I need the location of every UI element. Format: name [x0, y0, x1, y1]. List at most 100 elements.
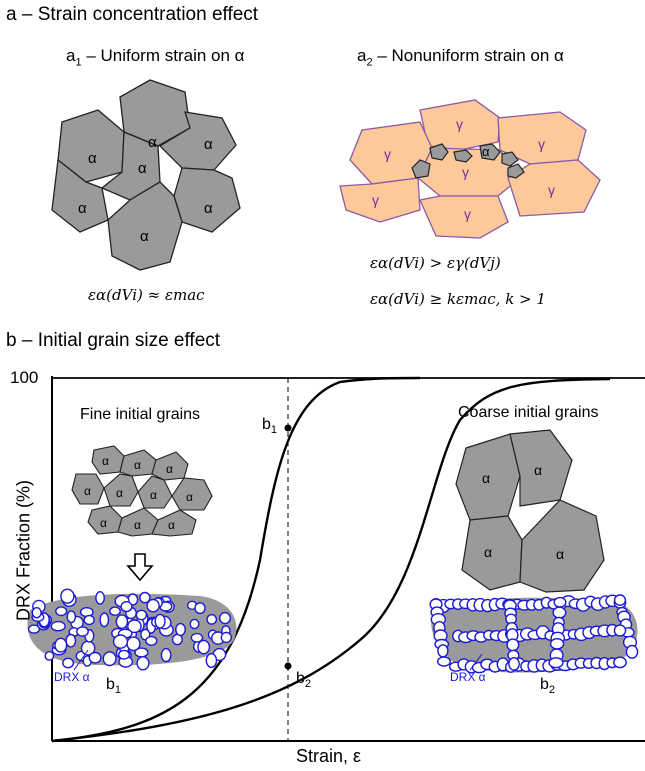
section-b-title: b – Initial grain size effect	[6, 330, 221, 351]
micro-b1-label: b1	[106, 676, 122, 697]
point-b2-marker	[284, 662, 292, 670]
alpha-grains-chain	[411, 143, 525, 179]
drx-grain	[109, 606, 121, 617]
drx-grain	[189, 618, 200, 630]
drx-grain	[146, 598, 160, 613]
fine-alpha-8: α	[100, 516, 107, 530]
drx-alpha-label-coarse: DRX α	[450, 670, 486, 684]
equation-nonuniform-2: εα(dVi) ≥ kεmac, k > 1	[370, 290, 546, 308]
gamma-label-3: γ	[538, 136, 545, 152]
fine-alpha-2: α	[134, 458, 141, 472]
fine-grain-curve	[51, 376, 421, 743]
alpha-label-left: α	[88, 150, 97, 167]
drx-grain	[613, 656, 627, 669]
drx-grain	[102, 651, 117, 667]
drx-grain	[553, 596, 567, 608]
alpha-label-bottom: α	[140, 228, 149, 245]
gamma-label-7: γ	[548, 182, 555, 198]
y-axis-label: DRX Fraction (%)	[13, 479, 34, 622]
drx-grain	[126, 636, 141, 652]
drx-grain	[112, 634, 129, 649]
drx-grain	[190, 632, 204, 643]
drx-grain	[194, 602, 206, 615]
fine-drx-microstructure	[27, 588, 237, 671]
fine-alpha-9: α	[134, 518, 141, 532]
drx-grain	[60, 588, 75, 604]
drx-grain	[175, 622, 186, 637]
drx-pointer-coarse	[469, 653, 483, 671]
drx-grain	[437, 644, 449, 658]
drx-grain	[120, 600, 133, 613]
arrow-down-fine	[126, 553, 154, 582]
alpha-label-lower-right: α	[204, 200, 213, 217]
drx-grain	[508, 657, 520, 671]
x-axis-label: Strain, ε	[296, 746, 362, 766]
fine-alpha-3: α	[166, 462, 173, 476]
fine-alpha-7: α	[186, 490, 193, 504]
drx-grain	[625, 644, 639, 659]
drx-grain	[136, 656, 150, 671]
drx-grain	[88, 651, 102, 664]
equation-nonuniform-1: εα(dVi) > εγ(dVj)	[370, 254, 501, 272]
drx-grain	[55, 606, 68, 617]
drx-grain	[66, 610, 77, 624]
drx-grain	[613, 594, 627, 606]
drx-grain	[549, 638, 565, 650]
coarse-alpha-1: α	[482, 470, 491, 486]
fine-alpha-1: α	[102, 454, 109, 468]
alpha-label-center: α	[138, 160, 147, 177]
drx-grain	[160, 647, 172, 663]
alpha-label-right: α	[204, 136, 213, 153]
drx-grain	[506, 638, 520, 652]
alpha-label-a2: α	[482, 144, 490, 159]
alpha-label-top: α	[148, 134, 157, 151]
drx-grain	[95, 591, 106, 605]
drx-grain	[552, 606, 567, 619]
drx-grain	[220, 631, 233, 644]
drx-grain	[54, 637, 68, 653]
drx-grain	[206, 614, 218, 625]
drx-grain	[548, 657, 564, 669]
fine-alpha-10: α	[168, 518, 175, 532]
coarse-grains-label: Coarse initial grains	[458, 404, 599, 421]
gamma-label-1: γ	[456, 116, 463, 132]
drx-grain	[99, 612, 110, 628]
section-a-title: a – Strain concentration effect	[6, 4, 259, 25]
drx-grain	[197, 639, 211, 655]
fine-alpha-4: α	[84, 484, 91, 498]
drx-grain	[218, 611, 231, 625]
drx-grain	[115, 614, 129, 629]
drx-alpha-label-fine: DRX α	[54, 670, 90, 684]
drx-grain	[205, 653, 218, 669]
drx-grain	[139, 591, 151, 604]
drx-grain	[117, 649, 130, 660]
panel-a2-title: a2 – Nonuniform strain on α	[357, 46, 564, 69]
uniform-grain-cluster	[51, 79, 241, 271]
gamma-label-6: γ	[464, 206, 471, 222]
drx-grain	[613, 624, 627, 637]
drx-grain	[65, 633, 77, 648]
coarse-alpha-3: α	[484, 544, 493, 560]
drx-grain	[27, 624, 41, 634]
panel-a1-title: a1 – Uniform strain on α	[66, 46, 245, 69]
coarse-grain-curve	[51, 377, 611, 743]
gamma-grain-cluster	[339, 99, 601, 239]
point-b1-label: b1	[262, 416, 278, 437]
drx-grain	[154, 613, 166, 629]
point-b1-marker	[284, 424, 292, 432]
drx-grain	[127, 619, 142, 634]
fine-grain-cluster	[71, 445, 213, 537]
fine-grains-label: Fine initial grains	[80, 406, 201, 423]
coarse-alpha-4: α	[556, 546, 565, 562]
coarse-drx-microstructure	[429, 594, 639, 674]
fine-alpha-6: α	[150, 488, 157, 502]
drx-pointer-fine	[73, 649, 89, 671]
drx-grain	[31, 607, 42, 619]
coarse-alpha-2: α	[534, 462, 543, 478]
drx-grain	[62, 657, 75, 669]
drx-grain	[50, 620, 66, 632]
y-tick-100: 100	[10, 368, 39, 387]
drx-grain	[83, 614, 95, 626]
